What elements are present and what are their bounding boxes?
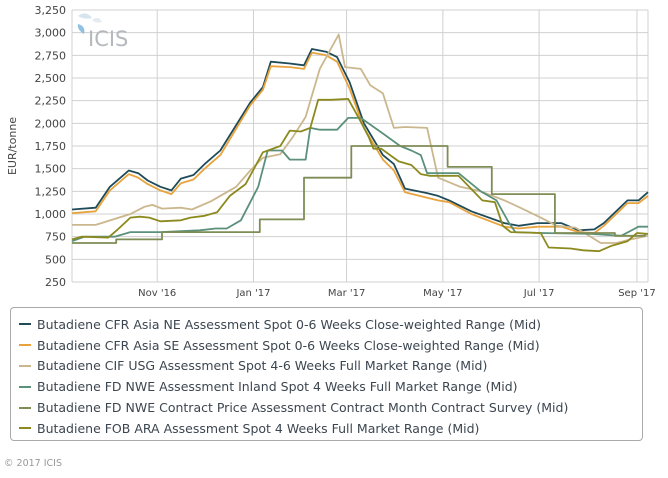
series-line-3[interactable]: [72, 33, 649, 244]
copyright: © 2017 ICIS: [4, 458, 62, 469]
legend-item[interactable]: Butadiene CFR Asia SE Assessment Spot 0-…: [19, 335, 642, 356]
x-axis: Nov '16 Jan '17 Mar '17 May '17 Jul '17 Sep '…: [138, 288, 656, 299]
y-tick-label: 1,250: [35, 185, 67, 198]
legend-label: Butadiene CFR Asia SE Assessment Spot 0-…: [37, 337, 540, 353]
y-tick-label: 1,000: [35, 208, 67, 221]
legend-swatch-icon: [19, 344, 31, 347]
x-tick-label: May '17: [423, 288, 462, 299]
series-line-5[interactable]: [72, 145, 648, 244]
legend-item[interactable]: Butadiene CIF USG Assessment Spot 4-6 We…: [19, 356, 642, 377]
y-tick-label: 3,250: [35, 4, 67, 17]
x-tick-label: Jan '17: [235, 288, 270, 299]
logo-petal-icon: [78, 13, 92, 19]
series-line-4[interactable]: [71, 117, 648, 243]
y-tick-label: 500: [45, 253, 66, 266]
y-tick-label: 1,750: [35, 140, 67, 153]
icis-logo: ICIS: [77, 13, 128, 51]
y-tick-label: 2,750: [35, 49, 67, 62]
legend-swatch-icon: [19, 323, 31, 326]
y-tick-label: 750: [45, 231, 66, 244]
legend-item[interactable]: Butadiene FD NWE Assessment Inland Spot …: [19, 376, 642, 397]
y-tick-label: 3,000: [35, 27, 67, 40]
y-axis: 250 500 750 1,000 1,250 1,500 1,750 2,000 2,250 2…: [35, 4, 67, 289]
legend-label: Butadiene CIF USG Assessment Spot 4-6 We…: [37, 358, 488, 374]
x-tick-label: Nov '16: [138, 288, 176, 299]
legend-label: Butadiene FOB ARA Assessment Spot 4 Week…: [37, 420, 480, 436]
y-axis-label: EUR/tonne: [6, 117, 19, 175]
legend-label: Butadiene FD NWE Assessment Inland Spot …: [37, 379, 518, 395]
legend-item[interactable]: Butadiene CFR Asia NE Assessment Spot 0-…: [19, 314, 642, 335]
logo-text: ICIS: [88, 27, 128, 51]
x-tick-label: Jul '17: [523, 288, 555, 299]
legend-label: Butadiene FD NWE Contract Price Assessme…: [37, 400, 569, 416]
legend-swatch-icon: [19, 406, 31, 409]
series-lines: [71, 33, 649, 253]
series-line-6[interactable]: [71, 98, 649, 253]
y-tick-label: 1,500: [35, 163, 67, 176]
grid: [71, 9, 649, 283]
legend-item[interactable]: Butadiene FOB ARA Assessment Spot 4 Week…: [19, 418, 642, 439]
logo-petal-icon: [77, 24, 85, 34]
y-tick-label: 2,000: [35, 117, 67, 130]
series-line-2[interactable]: [71, 51, 649, 234]
series-line-1[interactable]: [71, 48, 649, 232]
x-tick-label: Sep '17: [618, 288, 656, 299]
legend-swatch-icon: [19, 385, 31, 388]
legend: Butadiene CFR Asia NE Assessment Spot 0-…: [10, 307, 643, 441]
line-chart: ICIS 2505007501,0001,2501,5001,7502,0002…: [6, 4, 656, 299]
x-tick-label: Mar '17: [328, 288, 366, 299]
legend-swatch-icon: [19, 364, 31, 367]
y-tick-label: 2,500: [35, 72, 67, 85]
y-tick-label: 250: [45, 276, 66, 289]
legend-swatch-icon: [19, 427, 31, 430]
legend-item[interactable]: Butadiene FD NWE Contract Price Assessme…: [19, 397, 642, 418]
legend-label: Butadiene CFR Asia NE Assessment Spot 0-…: [37, 316, 542, 332]
logo-petal-icon: [92, 17, 102, 23]
y-tick-label: 2,250: [35, 95, 67, 108]
